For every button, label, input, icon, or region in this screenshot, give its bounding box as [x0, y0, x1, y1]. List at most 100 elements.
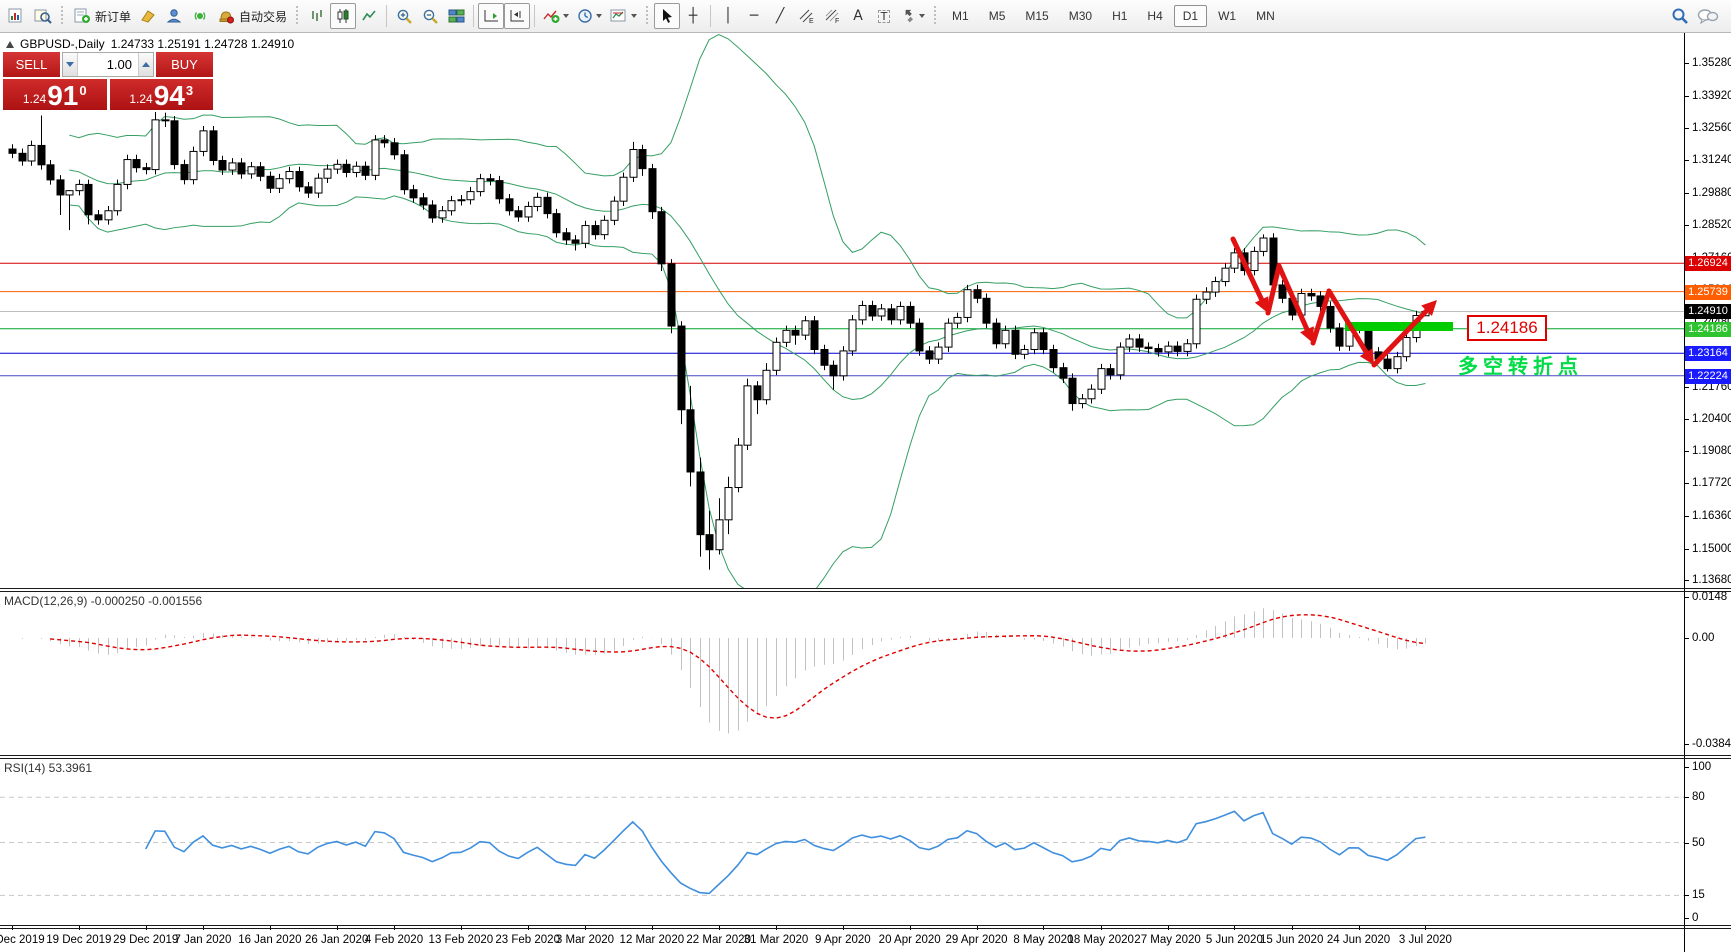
horizontal-line-tool-button[interactable]: ─	[741, 3, 767, 29]
timeframe-h1-button[interactable]: H1	[1112, 9, 1128, 23]
timeframe-m5-button[interactable]: M5	[988, 9, 1006, 23]
price-tick-mark	[1684, 386, 1689, 388]
dropdown-caret-icon	[631, 14, 638, 18]
chart-shift-button[interactable]	[504, 3, 531, 29]
profiles-icon	[34, 9, 52, 24]
symbol-period-title: GBPUSD-,Daily	[20, 37, 105, 51]
trendline-icon: ╱	[775, 8, 785, 24]
zoom-out-icon	[423, 9, 438, 24]
timeframe-m1-button[interactable]: M1	[952, 9, 969, 23]
macd-tick-mark	[1684, 744, 1689, 746]
price-tick-label: 1.32560	[1692, 122, 1731, 135]
text-tool-button[interactable]: A	[845, 3, 871, 29]
volume-increase-button[interactable]	[138, 53, 153, 76]
candlestick-icon	[337, 9, 349, 23]
cursor-icon	[663, 9, 673, 23]
sell-price-main: 91	[47, 80, 79, 111]
templates-button[interactable]	[606, 3, 641, 29]
toolbar-grip	[645, 6, 651, 26]
macd-tick-mark	[1684, 638, 1689, 639]
timeframe-m15-button[interactable]: M15	[1025, 9, 1049, 23]
tile-windows-button[interactable]	[443, 3, 469, 29]
indicators-button[interactable]	[539, 3, 573, 29]
auto-scroll-button[interactable]	[478, 3, 505, 29]
equidistant-channel-tool-button[interactable]: E	[793, 3, 819, 29]
search-icon[interactable]	[1671, 7, 1689, 25]
text-label-tool-button[interactable]: T	[871, 3, 897, 29]
timeframe-d1-button[interactable]: D1	[1173, 5, 1208, 27]
date-tick-label: 27 May 2020	[1134, 934, 1201, 946]
price-line-badge: 1.26924	[1685, 256, 1731, 272]
fibonacci-icon: F	[825, 9, 839, 24]
rsi-label: RSI(14) 53.3961	[4, 761, 93, 775]
volume-stepper	[62, 52, 154, 77]
zoom-in-icon	[397, 9, 412, 24]
price-tick-label: 1.17720	[1692, 477, 1731, 490]
trendline-tool-button[interactable]: ╱	[767, 3, 793, 29]
rsi-tick-mark	[1684, 895, 1689, 897]
zoom-out-button[interactable]	[417, 3, 443, 29]
date-tick-label: 15 Jun 2020	[1260, 934, 1324, 946]
arrows-tool-button[interactable]	[897, 3, 929, 29]
timeframe-m30-button[interactable]: M30	[1068, 9, 1093, 23]
macd-tick-label: 0.0148	[1692, 591, 1728, 603]
volume-input[interactable]	[78, 53, 138, 76]
line-chart-mode-button[interactable]	[356, 3, 382, 29]
svg-text:F: F	[835, 18, 839, 24]
profiles-button[interactable]	[30, 3, 56, 29]
rsi-tick-label: 0	[1692, 912, 1699, 924]
dropdown-caret-icon	[919, 14, 926, 18]
equidistant-channel-icon: E	[799, 9, 814, 24]
date-tick-label: 31 Mar 2020	[743, 934, 809, 946]
new-order-button[interactable]: 新订单	[69, 3, 135, 29]
timeframe-w1-button[interactable]: W1	[1218, 9, 1237, 23]
buy-price-box[interactable]: 1.24 94 3	[109, 79, 213, 110]
price-level-callout[interactable]: 1.24186	[1467, 315, 1547, 341]
sell-button[interactable]: SELL	[3, 52, 60, 77]
price-tick-mark	[1684, 515, 1689, 517]
vertical-line-tool-button[interactable]: │	[715, 3, 741, 29]
price-tick-label: 1.31240	[1692, 154, 1731, 167]
marker-button[interactable]	[135, 3, 161, 29]
volume-decrease-button[interactable]	[63, 53, 78, 76]
chat-icon[interactable]	[1697, 7, 1719, 25]
periods-button[interactable]	[573, 3, 606, 29]
new-order-icon	[74, 8, 90, 23]
timeframe-mn-button[interactable]: MN	[1256, 9, 1275, 23]
sell-price-box[interactable]: 1.24 91 0	[3, 79, 107, 110]
contacts-button[interactable]	[161, 3, 187, 29]
fibonacci-tool-button[interactable]: F	[819, 3, 845, 29]
price-tick-mark	[1684, 483, 1689, 485]
price-tick-label: 1.19080	[1692, 444, 1731, 457]
auto-scroll-icon	[484, 10, 498, 22]
date-tick-label: 8 May 2020	[1013, 934, 1074, 946]
signals-button[interactable]	[187, 3, 213, 29]
zoom-in-button[interactable]	[391, 3, 417, 29]
price-line-badge: 1.24186	[1685, 321, 1731, 337]
main-toolbar: 新订单 自动交易	[0, 0, 1731, 33]
price-tick-mark	[1684, 160, 1689, 162]
rsi-tick-label: 15	[1692, 889, 1705, 902]
rsi-tick-mark	[1684, 767, 1689, 768]
line-chart-icon	[362, 10, 376, 21]
date-tick-label: 16 Jan 2020	[238, 934, 302, 946]
date-tick-label: 26 Jan 2020	[305, 934, 369, 946]
new-chart-button[interactable]	[4, 3, 30, 29]
toolbar-separator	[534, 5, 536, 27]
tile-windows-icon	[448, 9, 465, 23]
person-icon	[166, 9, 182, 23]
price-tick-mark	[1684, 225, 1689, 227]
macd-label: MACD(12,26,9) -0.000250 -0.001556	[4, 594, 203, 608]
candlestick-mode-button[interactable]	[330, 3, 357, 29]
down-arrow-icon	[66, 62, 74, 67]
one-click-toggle-icon[interactable]	[6, 40, 14, 48]
bar-chart-mode-button[interactable]	[304, 3, 330, 29]
rsi-tick-label: 80	[1692, 791, 1705, 804]
autotrading-icon	[219, 11, 235, 24]
timeframe-h4-button[interactable]: H4	[1147, 9, 1163, 23]
buy-button[interactable]: BUY	[156, 52, 213, 77]
crosshair-tool-button[interactable]: ┼	[680, 3, 706, 29]
cursor-tool-button[interactable]	[654, 3, 681, 29]
autotrading-button[interactable]: 自动交易	[213, 3, 291, 29]
